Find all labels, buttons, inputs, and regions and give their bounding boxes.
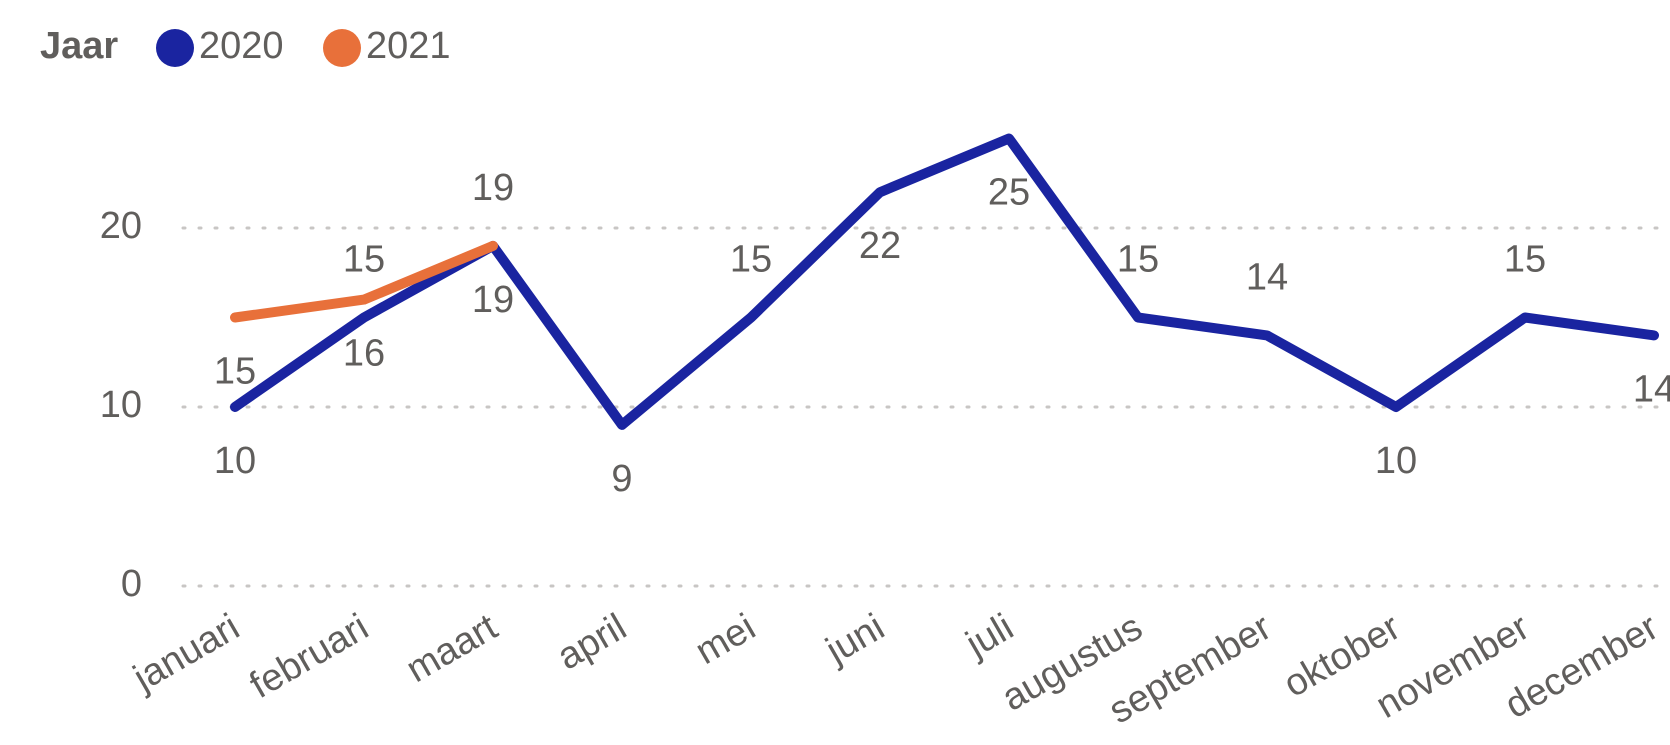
- series-line: [230, 240, 498, 323]
- data-label: 19: [472, 279, 514, 321]
- x-tick-label: januari: [126, 606, 247, 700]
- y-tick-label: 10: [100, 384, 142, 426]
- data-label: 15: [1504, 239, 1546, 281]
- legend-title: Jaar: [40, 25, 118, 67]
- data-label: 16: [343, 333, 385, 375]
- y-tick-label: 20: [100, 205, 142, 247]
- x-tick-label: juli: [958, 606, 1020, 666]
- x-tick-label: april: [550, 606, 633, 678]
- x-tick-label: maart: [399, 606, 505, 691]
- legend-label: 2020: [199, 25, 284, 67]
- data-label: 15: [343, 239, 385, 281]
- data-label: 10: [1375, 440, 1417, 482]
- x-tick-label: februari: [243, 606, 376, 707]
- data-label: 15: [730, 239, 772, 281]
- series-line: [230, 133, 1659, 430]
- x-tick-label: mei: [688, 606, 762, 673]
- legend-marker: [156, 29, 194, 67]
- data-label: 10: [214, 440, 256, 482]
- data-label: 15: [214, 351, 256, 393]
- data-label: 22: [859, 225, 901, 267]
- legend-marker: [323, 29, 361, 67]
- y-tick-label: 0: [121, 563, 142, 605]
- legend-label: 2021: [366, 25, 451, 67]
- data-label: 25: [988, 172, 1030, 214]
- data-label: 9: [611, 458, 632, 500]
- data-label: 15: [1117, 239, 1159, 281]
- data-label: 14: [1246, 256, 1288, 298]
- data-label: 19: [472, 167, 514, 209]
- x-tick-label: juni: [818, 606, 891, 672]
- data-label: 14: [1633, 368, 1670, 410]
